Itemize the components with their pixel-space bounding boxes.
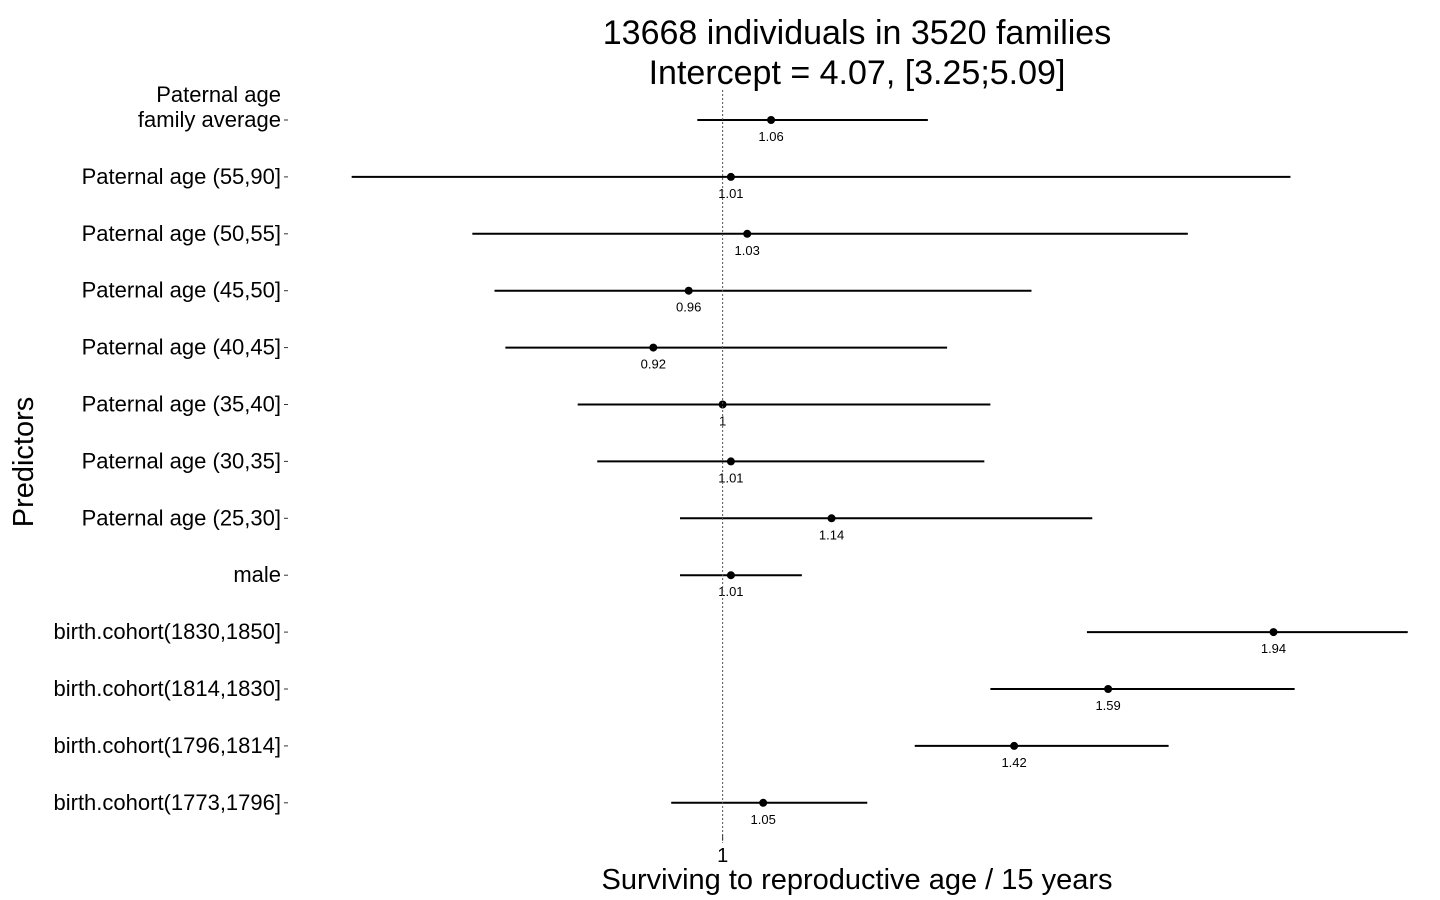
estimate-point — [684, 286, 693, 295]
estimate-label: 1.01 — [718, 584, 743, 599]
forest-row: Paternal age (55,90] 1.01 — [82, 164, 1291, 201]
forest-row: Paternal age (40,45] 0.92 — [82, 335, 948, 372]
estimate-point — [1104, 685, 1113, 693]
estimate-point — [743, 229, 752, 238]
row-label: Paternal age (25,30] — [82, 505, 281, 530]
estimate-point — [1269, 628, 1278, 637]
estimate-point — [767, 116, 776, 124]
chart-title: 13668 individuals in 3520 families — [603, 14, 1111, 52]
estimate-label: 0.96 — [676, 300, 701, 315]
estimate-label: 1.59 — [1095, 698, 1120, 713]
forest-row: male 1.01 — [233, 562, 802, 599]
forest-row: Paternal age (45,50] 0.96 — [82, 278, 1032, 315]
estimate-label: 1.03 — [735, 243, 760, 258]
chart-subtitle: Intercept = 4.07, [3.25;5.09] — [649, 54, 1066, 92]
row-label: birth.cohort(1814,1830] — [54, 676, 282, 701]
forest-row: Paternal age (50,55] 1.03 — [82, 221, 1188, 258]
estimate-label: 1.14 — [819, 527, 844, 542]
row-label: Paternal age (40,45] — [82, 335, 281, 360]
row-label: birth.cohort(1773,1796] — [54, 790, 282, 815]
estimate-label: 1 — [719, 414, 726, 429]
row-label: male — [233, 562, 281, 587]
estimate-label: 1.05 — [751, 812, 776, 827]
forest-row: Paternal age (25,30] 1.14 — [82, 505, 1093, 542]
estimate-point — [1010, 741, 1019, 750]
estimate-label: 1.01 — [718, 470, 743, 485]
row-label: Paternal age — [156, 82, 281, 107]
row-label: birth.cohort(1796,1814] — [54, 733, 282, 758]
x-axis-title: Surviving to reproductive age / 15 years — [602, 864, 1113, 896]
estimate-label: 0.92 — [641, 357, 666, 372]
forest-row: birth.cohort(1814,1830] 1.59 — [54, 676, 1295, 713]
estimate-point — [759, 798, 768, 807]
row-label: Paternal age (35,40] — [82, 392, 281, 417]
row-label: Paternal age (45,50] — [82, 278, 281, 303]
row-label: Paternal age (50,55] — [82, 221, 281, 246]
forest-row: Paternal age (30,35] 1.01 — [82, 448, 985, 485]
forest-row: birth.cohort(1773,1796] 1.05 — [54, 790, 868, 827]
row-label: Paternal age (55,90] — [82, 164, 281, 189]
row-label: family average — [138, 107, 281, 132]
x-axis: 1 — [717, 834, 728, 867]
estimate-point — [726, 172, 735, 181]
forest-row: birth.cohort(1796,1814] 1.42 — [54, 733, 1169, 770]
estimate-label: 1.01 — [718, 186, 743, 201]
estimate-label: 1.06 — [758, 129, 783, 144]
estimate-point — [718, 400, 727, 409]
estimate-label: 1.42 — [1001, 755, 1026, 770]
y-axis-title: Predictors — [8, 397, 40, 528]
estimate-point — [726, 457, 735, 466]
estimate-point — [726, 571, 735, 580]
estimate-point — [827, 514, 836, 523]
estimate-point — [649, 343, 658, 352]
forest-row: Paternal age (35,40] 1 — [82, 392, 991, 429]
row-label: birth.cohort(1830,1850] — [54, 619, 282, 644]
row-label: Paternal age (30,35] — [82, 448, 281, 473]
estimate-label: 1.94 — [1261, 641, 1286, 656]
forest-row: birth.cohort(1830,1850] 1.94 — [54, 619, 1408, 656]
x-tick-label: 1 — [717, 845, 728, 867]
